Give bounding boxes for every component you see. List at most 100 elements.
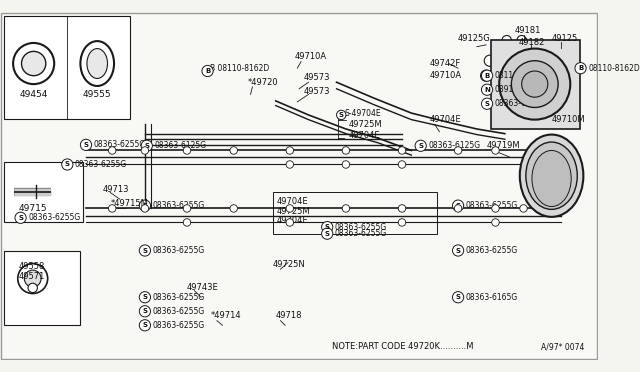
Text: 49710A: 49710A [294,52,326,61]
Circle shape [15,212,26,224]
Text: S: S [143,308,147,314]
Text: 08110-8162D: 08110-8162D [495,71,547,80]
Circle shape [61,159,73,170]
Text: 49454: 49454 [19,90,48,99]
Text: 49715: 49715 [19,204,47,213]
Text: 08363-6125G: 08363-6125G [428,141,480,150]
Ellipse shape [532,151,572,206]
Circle shape [454,205,462,212]
Circle shape [140,200,150,211]
Text: N: N [484,87,490,93]
Text: 49719M: 49719M [486,141,520,150]
Circle shape [522,71,548,97]
Text: *49714: *49714 [211,311,241,320]
Circle shape [108,147,116,154]
Circle shape [398,147,406,154]
Circle shape [286,161,294,168]
Circle shape [81,139,92,151]
Circle shape [481,98,493,109]
Circle shape [28,283,37,292]
Text: B: B [578,65,583,71]
Circle shape [286,147,294,154]
Circle shape [492,147,499,154]
Ellipse shape [81,41,114,86]
Text: 08363-6255G: 08363-6255G [75,160,127,169]
Text: 49573: 49573 [304,87,330,96]
Text: 49555: 49555 [83,90,111,99]
Text: B 08110-8162D: B 08110-8162D [211,64,269,73]
Text: 49181: 49181 [514,26,541,35]
Circle shape [141,147,148,154]
Circle shape [502,35,511,45]
Circle shape [141,205,148,212]
Circle shape [140,292,150,303]
Text: 49571: 49571 [19,272,45,281]
Circle shape [452,200,464,211]
Circle shape [517,35,526,45]
Circle shape [183,219,191,226]
Text: 49704E: 49704E [349,131,380,140]
Circle shape [452,292,464,303]
Circle shape [481,84,493,95]
Circle shape [183,147,191,154]
Text: *49715M: *49715M [110,199,148,208]
Text: 08363-6255G: 08363-6255G [152,307,205,316]
Text: S: S [456,294,461,300]
Text: S: S [143,294,147,300]
Text: 49704E: 49704E [276,198,308,206]
Text: 49125: 49125 [552,34,578,43]
Circle shape [286,219,294,226]
Circle shape [499,49,570,120]
Circle shape [337,110,346,120]
Circle shape [321,221,333,233]
Circle shape [108,205,116,212]
Circle shape [342,205,349,212]
Circle shape [13,43,54,84]
Circle shape [398,219,406,226]
Circle shape [141,140,152,151]
Ellipse shape [520,135,584,217]
Text: 49743E: 49743E [187,283,219,292]
Text: S: S [339,112,344,118]
Circle shape [454,147,462,154]
Circle shape [202,65,213,77]
Circle shape [398,161,406,168]
Text: 49725M: 49725M [349,120,382,129]
Circle shape [230,205,237,212]
Text: 08110-8162D: 08110-8162D [588,64,640,73]
Text: S: S [324,224,330,230]
Circle shape [342,161,349,168]
Text: 08363-6255G: 08363-6255G [152,321,205,330]
Text: 08363-6255G: 08363-6255G [465,201,518,210]
Text: 08363-6255G: 08363-6255G [152,246,205,255]
Circle shape [140,320,150,331]
Text: 08363-6255G: 08363-6255G [93,140,146,150]
Text: S: S [65,161,70,167]
Circle shape [183,205,191,212]
Text: B: B [205,68,210,74]
Circle shape [511,61,558,108]
Text: 49710A: 49710A [430,71,462,80]
Ellipse shape [526,142,577,209]
Text: 49182: 49182 [519,38,545,46]
Text: S-49704E: S-49704E [344,109,381,118]
Circle shape [398,205,406,212]
Text: 08363-6165G: 08363-6165G [465,293,518,302]
Text: S: S [324,231,330,237]
Circle shape [481,70,493,81]
Text: S: S [83,142,88,148]
Bar [491,40,580,129]
Text: 49742F: 49742F [430,59,461,68]
Text: S: S [143,247,147,253]
Text: 49558: 49558 [19,262,45,271]
Text: S: S [143,203,147,209]
Text: 08363-6255G: 08363-6255G [335,222,387,232]
Circle shape [484,55,495,66]
Text: 49713: 49713 [103,185,129,194]
Text: 08363-6125G: 08363-6125G [154,141,206,150]
Circle shape [140,245,150,256]
Circle shape [492,219,499,226]
Text: 08363-6305D: 08363-6305D [495,99,547,108]
Text: 49718: 49718 [276,311,302,320]
Circle shape [230,147,237,154]
